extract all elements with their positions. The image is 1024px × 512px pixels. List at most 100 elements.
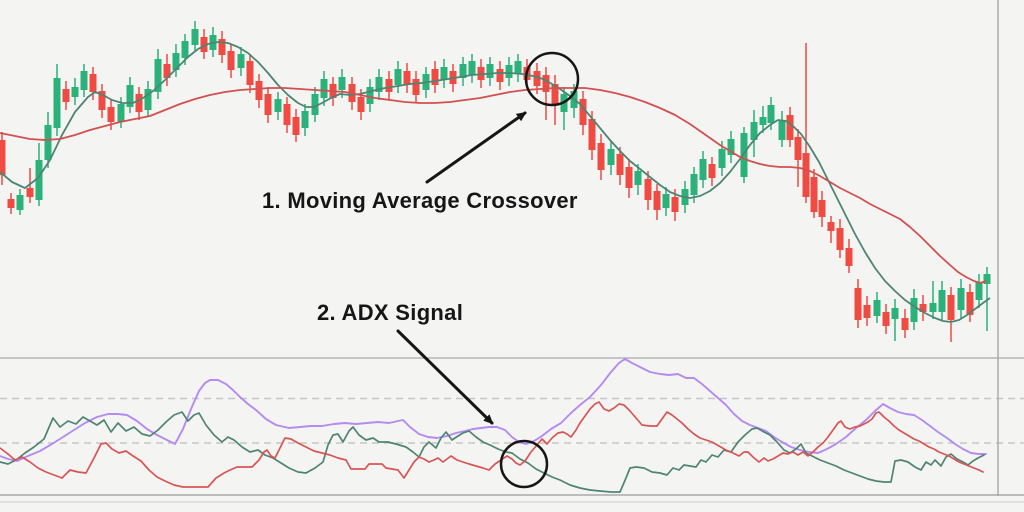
candle [653,184,661,220]
candle [845,239,853,273]
candle [80,64,88,97]
candle [440,59,448,88]
annotation-adx-signal-label: 2. ADX Signal [317,300,464,325]
candle [246,54,254,93]
candle [16,189,24,215]
candle [836,219,844,258]
candle [759,106,767,133]
candle [227,44,235,78]
candle [863,296,871,326]
candle [634,164,642,195]
candle [983,267,991,331]
candle [891,299,899,341]
candle [854,279,862,328]
candle [514,54,522,82]
candle [412,71,420,103]
candle [597,134,605,180]
candle [394,61,402,93]
candle [98,84,106,118]
adx-signal-circle [499,439,549,489]
candle [403,63,411,93]
candle [542,67,550,120]
candle [579,91,587,135]
candle [882,304,890,334]
candle [338,69,346,98]
candle [966,284,974,322]
annotation-ma-crossover-label: 1. Moving Average Crossover [262,188,578,213]
adx-signal-arrow [396,329,494,425]
candle [827,216,835,243]
candle [957,279,965,318]
indicator-line-minusdi [0,401,984,488]
ma-crossover-arrow [425,111,527,184]
candle [459,57,467,86]
candle [163,54,171,86]
candle [901,309,909,338]
candle [431,61,439,93]
candle [873,292,881,323]
ma-crossover-circle [524,51,580,107]
candle [786,107,794,147]
candle [135,87,143,120]
candle [778,111,786,147]
candle [662,187,670,216]
annotation-markers [396,51,580,489]
candle [264,87,272,123]
candle [385,71,393,100]
candle [810,169,818,218]
candle [607,141,615,175]
candle [274,92,282,120]
candle [699,151,707,188]
candle [486,57,494,86]
candle [938,281,946,320]
candle [301,104,309,136]
candle [929,281,937,319]
candle [320,71,328,106]
candle [154,49,162,99]
candle [727,131,735,163]
candle [794,129,802,187]
candle [740,127,748,183]
candle [708,157,716,186]
candle [750,110,758,157]
candle [975,274,983,308]
candle [616,147,624,185]
candle [625,159,633,198]
candle [35,143,43,206]
candle [644,171,652,210]
candles-layer [0,21,991,342]
candle [126,77,134,113]
ma-slow-line [0,87,987,284]
candle [218,31,226,63]
candle [802,43,810,203]
candle [366,79,374,112]
ma-fast-line [0,41,991,323]
candle [7,193,15,214]
candle [551,75,559,125]
candle [468,54,476,83]
indicator-line-plusdi [0,411,985,493]
candle [818,191,826,227]
candle [947,287,955,342]
candle [191,21,199,52]
candle [505,57,513,86]
candle [0,132,6,185]
candle [172,44,180,77]
candle [496,61,504,90]
candle [375,69,383,100]
candle [62,81,70,110]
adx-indicator-lines [0,358,987,493]
candle [255,74,263,108]
candle [26,168,34,203]
candle [144,81,152,116]
candle [71,78,79,105]
candle [53,64,61,136]
candle [200,29,208,59]
candle [283,97,291,133]
candle [292,109,300,142]
candle [237,47,245,76]
candle [919,295,927,321]
